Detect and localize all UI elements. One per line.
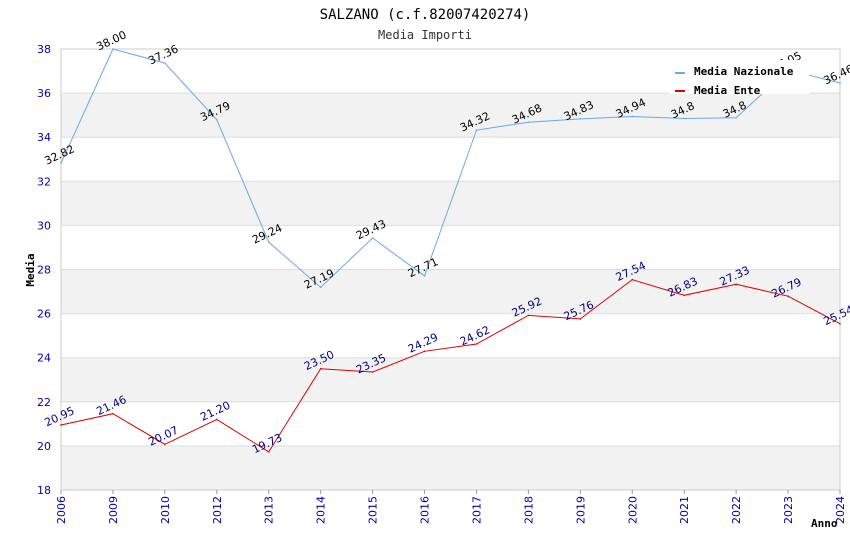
data-point-media-ente bbox=[527, 314, 530, 317]
data-point-media-ente bbox=[267, 451, 270, 453]
data-point-media-nazionale bbox=[579, 118, 582, 120]
data-label-media-nazionale: 38.00 bbox=[94, 28, 128, 53]
data-point-media-ente bbox=[112, 412, 114, 415]
x-tick-label: 2018 bbox=[522, 496, 535, 524]
series-line-media-ente bbox=[60, 279, 841, 453]
legend: Media Nazionale Media Ente bbox=[669, 60, 809, 97]
y-tick-label: 18 bbox=[37, 484, 51, 497]
chart-subtitle: Media Importi bbox=[378, 28, 472, 42]
y-tick-label: 36 bbox=[37, 87, 51, 100]
x-axis-label: Anno bbox=[811, 517, 838, 530]
data-point-media-nazionale bbox=[631, 115, 634, 118]
data-point-media-ente bbox=[475, 343, 478, 345]
x-tick-label: 2009 bbox=[107, 496, 120, 524]
series-lines bbox=[60, 48, 841, 453]
x-tick-label: 2024 bbox=[834, 496, 847, 524]
plot-area-border bbox=[60, 48, 841, 491]
data-point-media-nazionale bbox=[423, 275, 426, 277]
chart-title: SALZANO (c.f.82007420274) bbox=[320, 7, 531, 23]
data-point-media-nazionale bbox=[683, 117, 685, 120]
data-point-media-ente bbox=[60, 424, 62, 426]
data-point-media-ente bbox=[371, 371, 374, 373]
x-tick-label: 2015 bbox=[367, 496, 380, 524]
background-band bbox=[61, 93, 840, 138]
data-point-media-nazionale bbox=[839, 82, 841, 84]
data-label-media-ente: 20.07 bbox=[146, 424, 180, 449]
data-point-media-nazionale bbox=[216, 118, 218, 121]
data-point-media-nazionale bbox=[112, 48, 114, 50]
x-axis-ticks: 2006 2009 2010 2012 2013 2014 2015 2016 2017 2018… bbox=[55, 490, 847, 524]
data-point-media-ente bbox=[735, 283, 737, 286]
data-point-media-ente bbox=[423, 350, 426, 353]
data-point-media-nazionale bbox=[371, 237, 374, 239]
data-point-media-ente bbox=[164, 443, 166, 446]
data-label-media-nazionale: 32.82 bbox=[42, 142, 76, 167]
background-band bbox=[61, 269, 840, 314]
y-axis-label: Media bbox=[24, 253, 37, 286]
data-point-media-ente bbox=[631, 278, 634, 281]
x-tick-label: 2021 bbox=[678, 496, 691, 524]
data-point-media-ente bbox=[839, 322, 841, 325]
x-tick-label: 2014 bbox=[315, 496, 328, 524]
x-tick-label: 2020 bbox=[626, 496, 639, 524]
x-tick-label: 2017 bbox=[470, 496, 483, 524]
x-tick-label: 2006 bbox=[55, 496, 68, 524]
y-tick-label: 24 bbox=[37, 352, 51, 365]
data-point-media-nazionale bbox=[475, 129, 478, 131]
x-tick-label: 2012 bbox=[211, 496, 224, 524]
data-point-media-nazionale bbox=[735, 116, 737, 119]
x-tick-label: 2016 bbox=[419, 496, 432, 524]
data-point-media-ente bbox=[319, 367, 322, 370]
y-tick-label: 38 bbox=[37, 43, 51, 56]
data-point-media-nazionale bbox=[60, 162, 62, 165]
data-point-media-ente bbox=[787, 295, 789, 297]
x-tick-label: 2023 bbox=[782, 496, 795, 524]
background-bands bbox=[61, 93, 840, 490]
legend-label-media-ente: Media Ente bbox=[694, 84, 761, 97]
data-point-media-ente bbox=[216, 418, 218, 421]
data-point-media-ente bbox=[579, 318, 582, 320]
legend-box bbox=[669, 60, 809, 94]
y-tick-label: 32 bbox=[37, 175, 51, 188]
gridlines bbox=[61, 48, 840, 491]
y-tick-label: 34 bbox=[37, 131, 51, 144]
x-tick-label: 2019 bbox=[574, 496, 587, 524]
data-point-media-ente bbox=[683, 294, 685, 297]
x-tick-label: 2013 bbox=[263, 496, 276, 524]
data-point-media-nazionale bbox=[319, 286, 322, 289]
y-axis-ticks: 18 20 22 24 26 28 30 32 34 36 38 bbox=[37, 43, 51, 497]
data-label-media-nazionale: 36.46 bbox=[821, 62, 850, 87]
x-tick-label: 2022 bbox=[730, 496, 743, 524]
background-band bbox=[61, 357, 840, 402]
y-tick-label: 26 bbox=[37, 308, 51, 321]
y-tick-label: 28 bbox=[37, 264, 51, 277]
legend-label-media-nazionale: Media Nazionale bbox=[694, 65, 794, 78]
x-tick-label: 2010 bbox=[159, 496, 172, 524]
y-tick-label: 22 bbox=[37, 396, 51, 409]
y-tick-label: 30 bbox=[37, 219, 51, 232]
y-tick-label: 20 bbox=[37, 440, 51, 453]
data-label-media-nazionale: 37.36 bbox=[146, 42, 180, 67]
data-point-media-nazionale bbox=[267, 241, 270, 243]
data-point-media-nazionale bbox=[527, 121, 530, 124]
data-point-media-nazionale bbox=[164, 62, 166, 64]
series-line-media-nazionale bbox=[60, 48, 841, 289]
background-band bbox=[61, 445, 840, 490]
